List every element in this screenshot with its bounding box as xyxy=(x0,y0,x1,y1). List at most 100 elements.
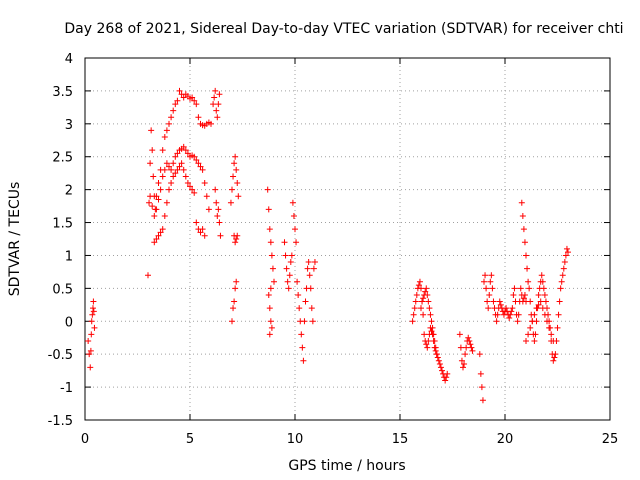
data-point xyxy=(234,180,241,187)
data-point xyxy=(148,127,155,134)
data-point xyxy=(172,170,179,177)
data-point xyxy=(229,318,235,325)
x-tick-label: 25 xyxy=(602,432,619,447)
data-point xyxy=(559,272,566,279)
data-point xyxy=(428,318,435,325)
data-point xyxy=(189,94,196,101)
data-point xyxy=(481,278,487,285)
data-point xyxy=(521,239,528,246)
data-point xyxy=(488,272,495,279)
data-point xyxy=(539,278,546,285)
data-point xyxy=(503,305,510,312)
data-point xyxy=(89,311,96,318)
data-point xyxy=(552,351,559,358)
data-point xyxy=(212,186,219,193)
data-point xyxy=(529,318,536,325)
data-point xyxy=(176,87,183,94)
data-point xyxy=(520,295,527,302)
data-point xyxy=(193,157,200,164)
data-point xyxy=(484,298,491,305)
data-point xyxy=(560,265,567,272)
data-point xyxy=(519,212,526,219)
data-point xyxy=(413,291,420,298)
data-point xyxy=(526,285,533,292)
x-axis-ticks: 0 5 10 15 20 25 xyxy=(81,58,618,447)
data-point xyxy=(531,311,538,318)
data-point xyxy=(520,226,527,233)
data-point xyxy=(230,305,237,312)
data-point xyxy=(561,259,568,266)
data-point xyxy=(425,298,432,305)
data-point xyxy=(540,285,547,292)
data-point xyxy=(285,285,292,292)
data-point xyxy=(463,344,470,351)
data-point xyxy=(193,101,200,108)
data-point xyxy=(159,147,166,154)
y-axis-ticks: -1.5 -1 -0.5 0 0.5 1 1.5 2 2.5 3 3.5 4 xyxy=(48,52,610,429)
data-point xyxy=(231,160,238,167)
data-point xyxy=(157,229,164,236)
data-point xyxy=(168,114,175,121)
data-point xyxy=(265,206,272,213)
data-point xyxy=(286,272,293,279)
data-point xyxy=(166,163,172,170)
data-point xyxy=(149,203,156,210)
data-point xyxy=(170,160,177,167)
data-point xyxy=(161,166,168,173)
plot-frame xyxy=(84,57,611,421)
data-point xyxy=(412,298,419,305)
data-point xyxy=(287,259,294,266)
data-point xyxy=(563,245,570,252)
data-point xyxy=(265,291,272,298)
data-point xyxy=(267,285,274,292)
data-point xyxy=(466,338,473,345)
data-point xyxy=(523,338,529,345)
data-point xyxy=(201,180,208,187)
data-point xyxy=(184,150,191,157)
data-point xyxy=(508,308,515,315)
data-point xyxy=(424,291,431,298)
data-point xyxy=(293,239,300,246)
data-point xyxy=(153,236,160,242)
data-point xyxy=(172,153,179,160)
data-point xyxy=(479,397,486,404)
data-point xyxy=(168,180,175,187)
data-point xyxy=(420,311,427,318)
data-point xyxy=(551,354,558,361)
data-point xyxy=(486,291,493,298)
data-point xyxy=(197,163,204,170)
data-point xyxy=(205,206,212,213)
data-point xyxy=(197,229,204,236)
data-point xyxy=(155,196,162,203)
x-tick-label: 10 xyxy=(287,432,304,447)
data-point xyxy=(296,305,303,312)
data-point xyxy=(284,278,291,285)
data-point xyxy=(497,301,504,308)
grid-lines xyxy=(85,58,610,420)
data-point xyxy=(507,311,514,318)
data-point xyxy=(266,331,273,338)
data-point xyxy=(430,331,437,338)
data-point xyxy=(232,153,239,160)
data-point xyxy=(429,324,436,331)
data-point xyxy=(467,341,474,348)
data-point xyxy=(515,311,522,318)
data-point xyxy=(170,107,177,114)
y-axis-label: SDTVAR / TECUs xyxy=(7,182,23,297)
data-point xyxy=(524,265,531,272)
data-point xyxy=(172,101,179,108)
data-point xyxy=(420,295,427,302)
x-tick-label: 20 xyxy=(497,432,514,447)
data-point xyxy=(268,324,275,331)
data-point xyxy=(90,308,97,315)
data-point xyxy=(307,285,314,292)
data-point xyxy=(213,107,220,114)
data-point xyxy=(431,338,438,345)
y-tick-label: 1.5 xyxy=(52,217,73,232)
data-point xyxy=(555,311,562,318)
data-point xyxy=(506,314,513,321)
data-point xyxy=(191,153,198,160)
data-point xyxy=(187,183,193,190)
data-point xyxy=(544,318,550,325)
data-point xyxy=(301,318,308,325)
